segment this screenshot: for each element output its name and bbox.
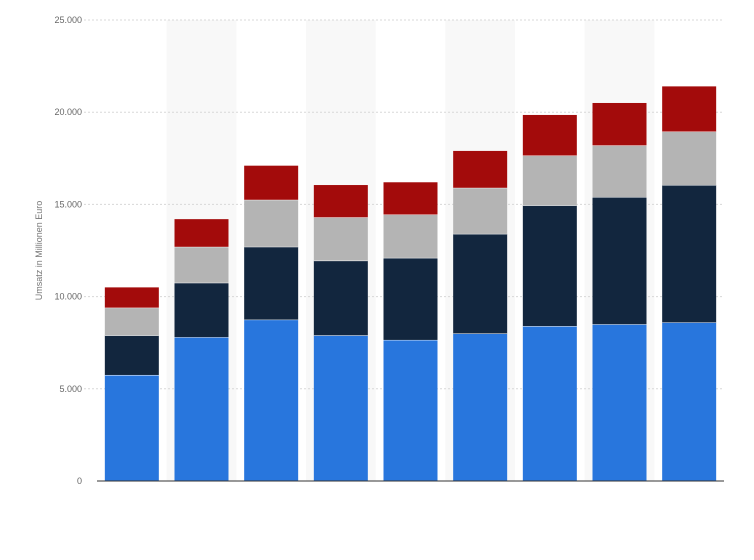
bar-segment xyxy=(383,182,438,215)
bar-segment xyxy=(662,322,717,481)
bar-segment xyxy=(383,339,438,481)
bar-segment xyxy=(313,335,368,481)
bar-segment xyxy=(174,246,229,283)
bar-segment xyxy=(244,199,299,247)
bar-segment xyxy=(592,102,647,146)
y-tick-label: 25.000 xyxy=(54,15,82,25)
bar-segment xyxy=(522,205,577,327)
bar-segment xyxy=(174,219,229,247)
bar-segment xyxy=(453,333,508,481)
bar-segment xyxy=(383,257,438,340)
bar-segment xyxy=(313,260,368,336)
bar-segment xyxy=(104,335,159,375)
bar-segment xyxy=(662,131,717,186)
y-tick-label: 15.000 xyxy=(54,199,82,209)
y-tick-label: 0 xyxy=(77,476,82,486)
bar-segment xyxy=(174,337,229,481)
bar-segment xyxy=(244,246,299,320)
bar-segment xyxy=(592,324,647,481)
bar-segment xyxy=(244,319,299,481)
bar-segment xyxy=(244,165,299,200)
y-axis-ticks: 0 5.000 10.000 15.000 20.000 25.000 xyxy=(54,15,82,486)
bar-segment xyxy=(383,214,438,258)
y-tick-label: 10.000 xyxy=(54,292,82,302)
bar-segment xyxy=(592,197,647,325)
bar-segment xyxy=(522,155,577,206)
bar-segment xyxy=(522,326,577,481)
bar-segment xyxy=(104,307,159,336)
bar-segment xyxy=(313,185,368,218)
bar-segment xyxy=(662,185,717,323)
bar-segment xyxy=(522,114,577,156)
bar-segment xyxy=(453,187,508,234)
bar-segment xyxy=(313,217,368,261)
bar-segment xyxy=(453,233,508,334)
y-tick-label: 5.000 xyxy=(59,384,82,394)
y-axis-title: Umsatz in Millionen Euro xyxy=(34,201,44,301)
bar-segment xyxy=(662,86,717,132)
bars xyxy=(104,86,717,481)
bar-segment xyxy=(104,287,159,308)
bar-segment xyxy=(104,374,159,481)
bar-segment xyxy=(453,150,508,188)
bar-segment xyxy=(174,282,229,338)
bar-segment xyxy=(592,145,647,198)
y-tick-label: 20.000 xyxy=(54,107,82,117)
